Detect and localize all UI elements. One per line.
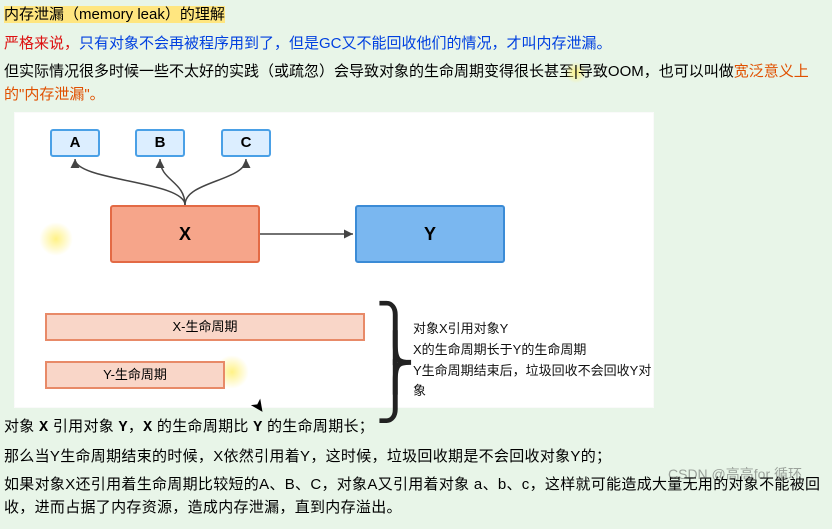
brace: ⎫⎬⎭: [375, 319, 416, 408]
node-c: C: [221, 129, 271, 157]
paragraph-1: 严格来说，只有对象不会再被程序用到了，但是GC又不能回收他们的情况，才叫内存泄漏…: [4, 33, 824, 56]
edge-X-C: [185, 159, 246, 205]
diagram: A B C X Y X-生命周期 Y-生命周期 ⎫⎬⎭ 对象X引用对象YX的生命周期长于Y…: [14, 112, 654, 408]
edge-X-A: [75, 159, 185, 205]
title-text: 内存泄漏（memory leak）的理解: [4, 6, 225, 23]
node-b: B: [135, 129, 185, 157]
p1-blue: 只有对象不会再被程序用到了，但是GC又不能回收他们的情况，才叫内存泄漏。: [79, 35, 612, 52]
p2a: 但实际情况很多时候一些不太好的实践（或疏忽）会导致对象的生命周期变得很长甚至: [4, 63, 574, 80]
lifebar-x: X-生命周期: [45, 313, 365, 341]
bottom-p2: 那么当Y生命周期结束的时候，X依然引用着Y，这时候，垃圾回收期是不会回收对象Y的…: [4, 446, 824, 469]
bottom-p3: 如果对象X还引用着生命周期比较短的A、B、C，对象A又引用着对象 a、b、c，这…: [4, 474, 824, 519]
p2b: 导致OOM，也可以叫做: [578, 63, 734, 80]
node-y: Y: [355, 205, 505, 263]
lifebar-y: Y-生命周期: [45, 361, 225, 389]
paragraph-2: 但实际情况很多时候一些不太好的实践（或疏忽）会导致对象的生命周期变得很长甚至|导…: [4, 61, 824, 106]
lifecycle-notes: 对象X引用对象YX的生命周期长于Y的生命周期Y生命周期结束后，垃圾回收不会回收Y…: [413, 319, 653, 402]
title: 内存泄漏（memory leak）的理解: [4, 4, 824, 27]
node-x: X: [110, 205, 260, 263]
p1-red: 严格来说，: [4, 35, 79, 52]
node-a: A: [50, 129, 100, 157]
